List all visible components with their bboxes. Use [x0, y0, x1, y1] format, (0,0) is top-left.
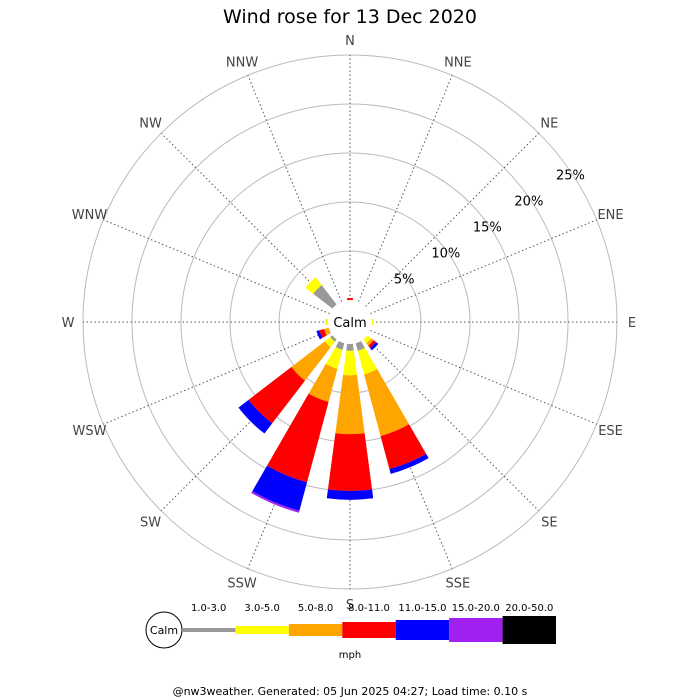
legend-label-4: 8.0-11.0 — [348, 603, 390, 614]
direction-label-sw: SW — [140, 515, 161, 530]
footer-text: @nw3weather. Generated: 05 Jun 2025 04:2… — [172, 685, 528, 698]
legend-label-1: 1.0-3.0 — [191, 603, 226, 614]
legend-calm-label: Calm — [150, 624, 178, 637]
legend-swatch-4 — [342, 622, 396, 638]
spoke-nne — [357, 75, 453, 302]
legend-label-3: 5.0-8.0 — [298, 603, 333, 614]
legend-swatch-1 — [182, 628, 236, 632]
petal-s-bin-3 — [335, 374, 365, 435]
direction-label-nnw: NNW — [226, 55, 258, 70]
petal-n-bin-4 — [346, 298, 354, 301]
petal-ssw-bin-3 — [308, 363, 338, 402]
ring-label-2: 10% — [431, 246, 460, 261]
petal-se-bin-3 — [366, 338, 374, 346]
petal-se-bin-4 — [368, 340, 377, 349]
legend-swatch-5 — [395, 620, 450, 640]
spoke-wsw — [103, 329, 330, 425]
petal-ssw-bin-6 — [251, 491, 300, 513]
direction-label-e: E — [628, 316, 636, 331]
direction-labels: N NNE NE ENE E ESE SE SSE S SSW SW WSW W WNW NW NNW — [62, 34, 637, 613]
petal-ssw-bin-4 — [266, 393, 329, 483]
petal-sse-bin-3 — [364, 369, 410, 437]
direction-label-s: S — [346, 598, 354, 613]
spoke-ene — [370, 219, 597, 315]
legend-swatch-3 — [288, 624, 343, 636]
legend-swatch-2 — [235, 626, 289, 634]
spoke-ese — [370, 329, 597, 425]
direction-label-w: W — [62, 316, 75, 331]
petal-nw-bin-1 — [313, 285, 337, 309]
calm-label: Calm — [333, 316, 366, 331]
legend-unit: mph — [339, 650, 361, 661]
direction-label-nw: NW — [139, 117, 162, 132]
petal-s-bin-1 — [346, 343, 354, 351]
petal-w-bin-2 — [325, 318, 329, 326]
spoke-wnw — [103, 219, 330, 315]
petal-wsw-bin-4 — [319, 328, 327, 338]
petal-se-bin-5 — [369, 341, 379, 351]
ring-label-3: 15% — [473, 220, 502, 235]
petal-wsw-bin-5 — [316, 330, 323, 340]
petal-wsw-bin-3 — [324, 327, 331, 336]
calm-center: Calm — [328, 300, 372, 344]
direction-label-ne: NE — [540, 117, 558, 132]
petal-sse-bin-2 — [357, 347, 378, 375]
ring-label-4: 20% — [514, 194, 543, 209]
petal-sse-bin-1 — [355, 341, 365, 351]
petal-s-bin-5 — [326, 489, 374, 500]
petal-s-bin-2 — [343, 350, 357, 376]
direction-label-wnw: WNW — [72, 208, 108, 223]
petal-sse-bin-4 — [380, 424, 427, 470]
legend-swatch-7 — [502, 616, 556, 644]
ring-label-1: 5% — [394, 272, 415, 287]
petal-sse-bin-5 — [389, 453, 429, 474]
petal-ssw-bin-1 — [335, 341, 345, 350]
petal-e-bin-2 — [371, 318, 374, 326]
direction-label-ese: ESE — [598, 424, 623, 439]
petal-sw-bin-3 — [291, 341, 331, 381]
petal-sw-bin-4 — [248, 367, 305, 424]
petal-sw-bin-2 — [324, 337, 335, 348]
spoke-ne — [365, 132, 540, 307]
chart-title: Wind rose for 13 Dec 2020 — [223, 6, 477, 28]
direction-label-sse: SSE — [446, 577, 471, 592]
wind-petals — [238, 277, 429, 513]
direction-label-n: N — [345, 34, 355, 49]
legend-swatch-6 — [449, 618, 503, 642]
spoke-nw — [160, 132, 335, 307]
spoke-nnw — [247, 75, 343, 302]
petal-s-bin-4 — [327, 433, 373, 491]
direction-label-ssw: SSW — [227, 577, 257, 592]
petal-ssw-bin-2 — [325, 346, 343, 369]
ring-labels: 5% 10% 15% 20% 25% — [394, 169, 585, 288]
legend-label-5: 11.0-15.0 — [398, 603, 446, 614]
petal-se-bin-2 — [363, 335, 372, 344]
petal-ssw-bin-5 — [252, 465, 308, 511]
direction-label-ene: ENE — [597, 208, 623, 223]
petal-sw-bin-5 — [238, 399, 273, 434]
ring-label-5: 25% — [556, 169, 585, 184]
direction-label-wsw: WSW — [72, 424, 106, 439]
spoke-se — [365, 337, 540, 512]
direction-label-nne: NNE — [444, 55, 472, 70]
direction-label-se: SE — [541, 515, 557, 530]
legend-label-2: 3.0-5.0 — [244, 603, 279, 614]
speed-legend: Calm 1.0-3.0 3.0-5.0 5.0-8.0 8.0-11.0 11.0-15… — [145, 603, 556, 661]
petal-nw-bin-2 — [305, 277, 322, 294]
legend-label-6: 15.0-20.0 — [452, 603, 500, 614]
petal-sw-bin-1 — [330, 335, 337, 342]
legend-label-7: 20.0-50.0 — [505, 603, 553, 614]
